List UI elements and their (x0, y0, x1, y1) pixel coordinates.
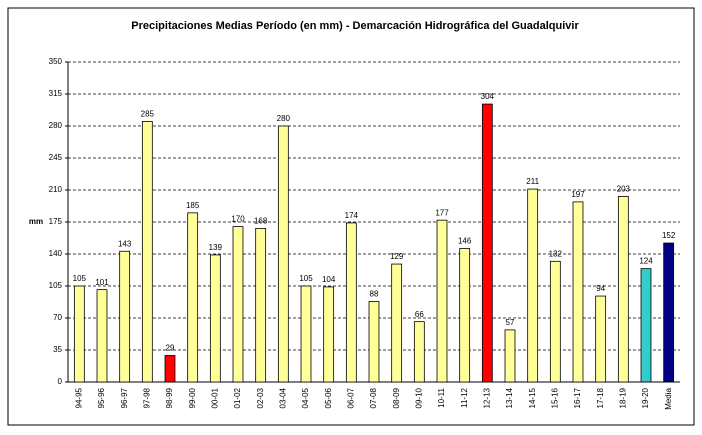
data-label: 280 (277, 114, 291, 123)
data-label: 129 (390, 252, 404, 261)
data-label: 203 (617, 185, 631, 194)
y-tick-label: 105 (49, 281, 63, 290)
data-label: 124 (639, 257, 653, 266)
data-label: 143 (118, 239, 132, 248)
x-tick-label: 17-18 (596, 387, 605, 408)
bar (368, 301, 380, 383)
data-label: 132 (549, 249, 563, 258)
bar (413, 321, 425, 383)
bar (527, 188, 539, 383)
data-label: 29 (166, 344, 175, 353)
data-label: 304 (481, 92, 495, 101)
data-label: 94 (596, 284, 605, 293)
data-label: 185 (186, 201, 200, 210)
bar (96, 289, 108, 383)
data-label: 168 (254, 217, 268, 226)
y-tick-label: 140 (49, 249, 63, 258)
y-tick-label: 0 (58, 377, 63, 386)
x-tick-label: 01-02 (233, 387, 242, 408)
data-label: 105 (73, 274, 87, 283)
bar (323, 286, 335, 383)
x-tick-label: 10-11 (437, 387, 446, 407)
bar (300, 285, 312, 383)
bar (232, 226, 244, 383)
x-tick-label: 95-96 (97, 387, 106, 408)
data-label: 105 (299, 274, 313, 283)
bar (481, 103, 493, 383)
x-tick-label: 04-05 (301, 387, 310, 408)
bar (277, 125, 289, 383)
bar (187, 212, 199, 383)
x-tick-label: 03-04 (278, 387, 287, 408)
y-tick-label: 280 (49, 121, 63, 130)
data-label: 170 (231, 215, 245, 224)
bar (595, 295, 607, 383)
bar (164, 355, 176, 383)
data-label: 177 (435, 208, 449, 217)
chart-title: Precipitaciones Medias Período (en mm) -… (131, 20, 579, 32)
data-label: 66 (415, 310, 424, 319)
y-tick-label: 245 (49, 153, 63, 162)
data-label: 88 (370, 290, 379, 299)
bar (119, 250, 131, 383)
y-tick-label: 210 (49, 185, 63, 194)
x-tick-label: 94-95 (74, 387, 83, 408)
x-tick-label: 09-10 (414, 387, 423, 408)
x-tick-label: 98-99 (165, 387, 174, 408)
data-label: 146 (458, 237, 472, 246)
bar (459, 248, 471, 383)
bar (617, 195, 629, 383)
x-tick-label: 97-98 (142, 387, 151, 408)
bar (640, 268, 652, 383)
data-label: 57 (506, 318, 515, 327)
bar (663, 242, 675, 383)
bar (255, 227, 267, 383)
data-label: 211 (526, 177, 539, 186)
bar (345, 222, 357, 383)
x-tick-label: 15-16 (550, 387, 559, 408)
data-label: 152 (662, 231, 676, 240)
bar (436, 219, 448, 383)
x-tick-label: 19-20 (641, 387, 650, 408)
x-tick-label: 99-00 (188, 387, 197, 408)
x-tick-label: 11-12 (460, 387, 469, 407)
x-tick-label: 16-17 (573, 387, 582, 408)
x-tick-label: 96-97 (120, 387, 129, 408)
y-tick-label: 175 (49, 217, 63, 226)
x-tick-label: 08-09 (392, 387, 401, 408)
bar (391, 263, 403, 383)
x-tick-label: 13-14 (505, 387, 514, 408)
x-tick-label: Media (664, 387, 673, 409)
data-label: 104 (322, 275, 336, 284)
bar (504, 329, 516, 383)
bar (572, 201, 584, 383)
y-tick-label: 315 (49, 89, 63, 98)
data-label: 101 (95, 278, 109, 287)
bar (209, 254, 221, 383)
x-tick-label: 14-15 (528, 387, 537, 408)
bar (73, 285, 85, 383)
data-label: 285 (141, 110, 155, 119)
x-tick-label: 07-08 (369, 387, 378, 408)
data-label: 139 (209, 243, 223, 252)
x-tick-label: 02-03 (256, 387, 265, 408)
x-tick-label: 06-07 (346, 387, 355, 408)
y-tick-label: 70 (53, 313, 62, 322)
data-label: 174 (345, 211, 359, 220)
bar (549, 260, 561, 383)
x-tick-label: 00-01 (210, 387, 219, 408)
data-label: 197 (571, 190, 585, 199)
x-tick-label: 18-19 (618, 387, 627, 408)
bar (141, 121, 153, 383)
y-tick-label: 350 (49, 57, 63, 66)
x-tick-label: 05-06 (324, 387, 333, 408)
x-tick-label: 12-13 (482, 387, 491, 408)
y-tick-label: 35 (53, 345, 62, 354)
y-axis-label: mm (29, 217, 43, 226)
